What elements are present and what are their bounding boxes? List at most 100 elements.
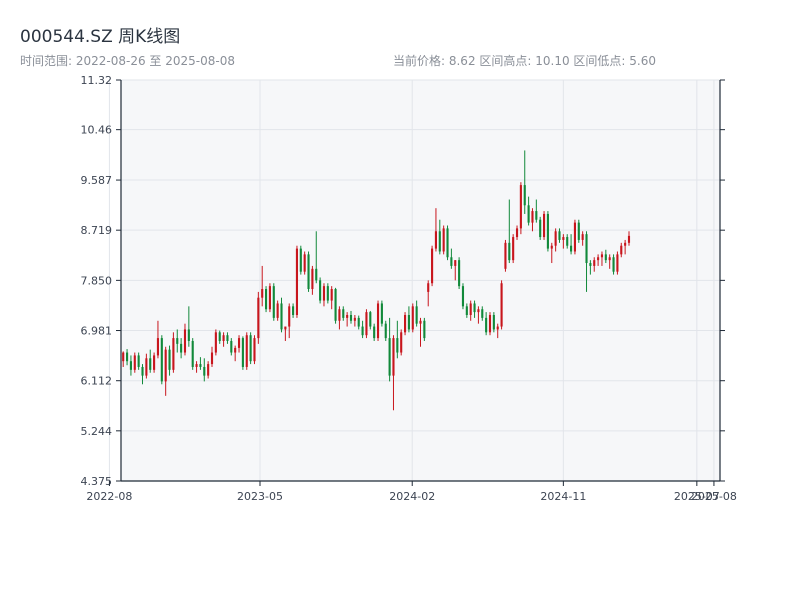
candle [624,239,627,255]
candle-body [519,185,522,229]
candle-body [199,364,202,367]
candle-body [272,286,275,318]
candle [620,242,623,258]
candle-body [203,366,206,376]
axes: 4.375 5.244 6.112 6.981 7.850 8.719 9.587 10.46… [81,74,737,503]
candle [129,355,132,376]
candle-body [230,340,233,353]
candle [419,317,422,347]
candle [299,245,302,275]
candle-body [504,242,507,269]
candle-body [515,228,519,238]
candle [612,254,615,275]
candle-body [168,349,171,370]
candle-body [566,237,569,246]
candle-body [612,257,615,272]
candle [141,364,144,385]
candle-body [284,326,287,330]
x-tick-label: 2022-08 [86,490,132,503]
candle-body [593,260,596,266]
candle-body [319,280,322,301]
candle-body [539,219,542,238]
candle [187,306,190,347]
candle-body [376,303,380,339]
candle [222,332,225,347]
candle [172,332,175,373]
candle [388,317,391,382]
candle [264,286,268,313]
candle [292,303,295,318]
candle [249,332,252,365]
candle-body [195,364,198,367]
candle [195,361,198,373]
candle-body [380,303,383,324]
candle-body [550,245,553,249]
candle [504,239,507,272]
chart-title: 000544.SZ 周K线图 [20,27,181,47]
candle [334,287,337,324]
candle-body [616,254,619,272]
candle-body [500,283,503,327]
candle [403,312,407,336]
candle [431,245,434,287]
candle-body [245,335,248,367]
candle [438,219,441,255]
candle [237,335,241,353]
candle-body [411,306,414,330]
candle-body [145,358,148,376]
candle [527,196,530,226]
candle-body [326,286,329,301]
candle-body [407,314,410,330]
candle [492,312,495,333]
candle [164,346,167,396]
candle-body [597,257,600,261]
candle [330,286,333,310]
candle-body [627,235,631,243]
y-tick-label: 9.587 [81,174,113,187]
candle [307,251,310,292]
candle [434,208,438,252]
candle-body [365,312,368,336]
candle-body [261,289,264,298]
candle-body [469,303,472,315]
candle-body [624,242,627,246]
candle [245,332,248,370]
candle [191,338,194,370]
candle-body [620,245,623,255]
y-tick-label: 4.375 [81,475,113,488]
candle [581,231,584,246]
candle [168,345,171,376]
candle-body [129,361,132,370]
candle [214,329,217,356]
candle-body [531,211,534,223]
candle-body [153,355,156,370]
candle [427,280,430,307]
date-range-text: 时间范围: 2022-08-26 至 2025-08-08 [20,54,235,68]
candle-body [276,303,279,318]
candle [319,277,322,304]
candle-body [458,260,461,287]
candle [508,199,511,264]
candle-body [191,340,194,367]
x-tick-label: 2024-11 [540,490,586,503]
candle [627,231,631,246]
candle-body [446,228,449,258]
candle-body [400,332,403,353]
candle-body [303,254,306,272]
candle [276,300,279,321]
candle-body [508,242,511,261]
candle-body [307,254,310,290]
candle-body [558,231,561,240]
candle [400,329,403,356]
candle [338,306,341,330]
candle-body [554,231,557,246]
candle [577,219,580,243]
candle [488,312,492,336]
candle-body [122,352,125,362]
y-tick-label: 8.719 [81,224,113,237]
x-tick-label: 2024-02 [389,490,435,503]
candle [585,231,588,292]
candle [230,338,233,356]
candle-body [315,268,318,281]
